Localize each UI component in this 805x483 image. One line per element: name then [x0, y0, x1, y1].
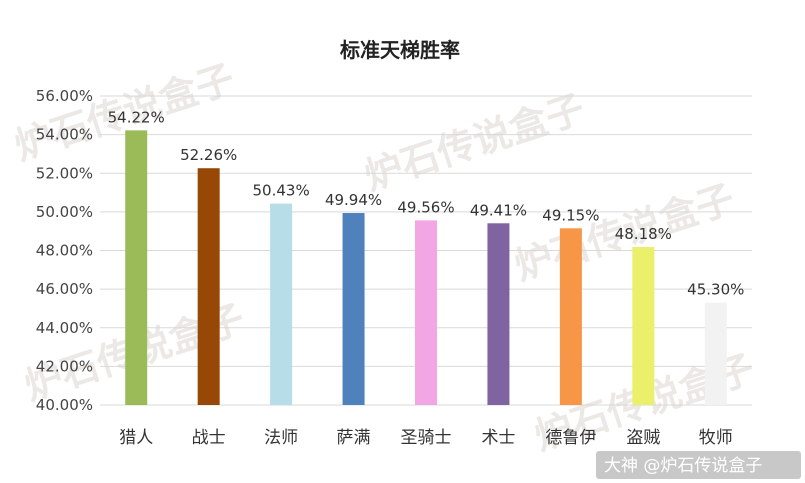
y-axis: 40.00% 42.00% 44.00% 46.00% 48.00% 50.00% 52.0…	[36, 87, 93, 414]
x-tick-label: 德鲁伊	[545, 428, 596, 448]
y-tick-label: 48.00%	[36, 242, 93, 260]
y-tick-label: 56.00%	[36, 87, 93, 105]
y-tick-label: 54.00%	[36, 126, 93, 144]
y-tick-label: 46.00%	[36, 280, 93, 298]
chart-title: 标准天梯胜率	[340, 38, 460, 62]
data-label: 49.94%	[325, 191, 382, 209]
y-tick-label: 44.00%	[36, 319, 93, 337]
bar	[704, 302, 727, 405]
credit-background	[596, 451, 801, 479]
x-tick-label: 盗贼	[626, 428, 660, 448]
data-label: 49.41%	[470, 201, 527, 219]
bar	[342, 213, 365, 405]
x-tick-label: 法师	[264, 428, 298, 448]
data-label: 49.56%	[397, 198, 454, 216]
watermark-text: 炉石传说盒子	[359, 86, 589, 198]
y-tick-label: 52.00%	[36, 164, 93, 182]
x-tick-label: 猎人	[119, 428, 153, 448]
bar	[632, 247, 655, 405]
bar	[415, 220, 437, 405]
credit-text: 大神 @炉石传说盒子	[604, 456, 762, 476]
data-label: 49.15%	[542, 206, 599, 224]
bar	[197, 168, 220, 405]
bars-group	[125, 130, 727, 405]
data-label: 48.18%	[615, 225, 672, 243]
x-tick-label: 牧师	[699, 428, 733, 448]
bar	[270, 203, 293, 405]
data-label: 50.43%	[253, 182, 310, 200]
x-tick-label: 术士	[481, 428, 515, 448]
bar	[559, 228, 582, 405]
data-label: 54.22%	[108, 108, 165, 126]
y-tick-label: 42.00%	[36, 357, 93, 375]
data-label: 52.26%	[180, 146, 237, 164]
y-tick-label: 40.00%	[36, 396, 93, 414]
x-axis: 猎人 战士 法师 萨满 圣骑士 术士 德鲁伊 盗贼 牧师	[119, 428, 733, 448]
x-tick-label: 萨满	[337, 428, 371, 448]
x-tick-label: 战士	[192, 428, 226, 448]
y-tick-label: 50.00%	[36, 203, 93, 221]
data-labels: 54.22% 52.26% 50.43% 49.94% 49.56% 49.41% 49.1…	[108, 108, 745, 298]
data-label: 45.30%	[687, 281, 744, 299]
bar	[487, 223, 510, 405]
bar	[125, 130, 148, 405]
x-tick-label: 圣骑士	[401, 428, 452, 448]
